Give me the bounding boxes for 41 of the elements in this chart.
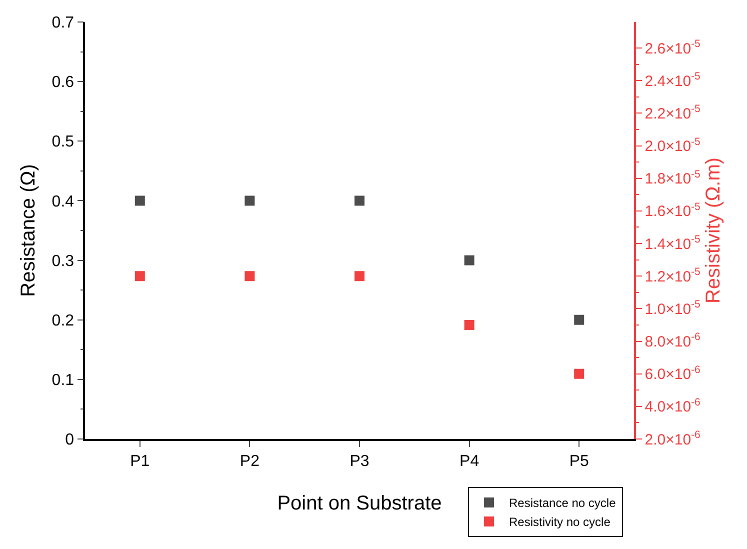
point	[574, 314, 584, 325]
x-axis-title: Point on Substrate	[277, 492, 442, 514]
legend-label: Resistivity no cycle	[509, 515, 611, 530]
y2-tick-label: 2.4×10$^{-5}$	[644, 70, 701, 90]
x-tick-label: P5	[569, 452, 589, 470]
x-tick-label: P4	[460, 452, 480, 470]
y-tick-label: 0.2	[52, 312, 74, 330]
y2-tick-label: 1.8×10$^{-5}$	[644, 168, 701, 188]
y2-tick-label: 2.6×10$^{-5}$	[644, 38, 701, 58]
point	[134, 196, 145, 206]
y-tick-label: 0.7	[52, 14, 74, 32]
y-tick-label: 0.3	[52, 252, 74, 270]
y-tick-label: 0.4	[52, 193, 74, 210]
point	[574, 368, 584, 379]
y-tick-label: 0.5	[52, 134, 74, 151]
x-tick-label: P2	[240, 452, 260, 470]
y2-tick-label: 1.2×10$^{-5}$	[644, 266, 701, 286]
y-tick-label: 0.1	[52, 372, 74, 390]
point	[354, 271, 364, 282]
y2-tick-label: 2.0×10$^{-5}$	[644, 136, 701, 156]
point	[464, 255, 474, 266]
point	[134, 271, 145, 282]
y2-tick-label: 1.0×10$^{-5}$	[644, 298, 701, 318]
y2-tick-label: 2.2×10$^{-5}$	[644, 103, 701, 122]
point	[244, 271, 255, 282]
point	[354, 196, 364, 206]
x-tick-label: P1	[130, 452, 150, 470]
legend-label: Resistance no cycle	[509, 496, 616, 510]
y2-axis-title: Resistivity (Ω.m)	[702, 157, 725, 304]
x-tick-label: P3	[350, 452, 370, 470]
y2-tick-label: 6.0×10$^{-6}$	[644, 364, 701, 384]
y2-tick-label: 1.4×10$^{-5}$	[644, 233, 701, 253]
y-tick-label: 0.6	[52, 74, 74, 92]
y2-tick-label: 4.0×10$^{-6}$	[644, 396, 701, 416]
y-tick-label: 0	[65, 432, 74, 449]
y-axis-title: Resistance (Ω)	[18, 164, 40, 297]
point	[464, 320, 474, 330]
y2-tick-label: 1.6×10$^{-5}$	[644, 200, 701, 220]
point	[244, 196, 255, 206]
y2-tick-label: 2.0×10$^{-6}$	[644, 428, 701, 448]
y2-tick-label: 8.0×10$^{-6}$	[644, 331, 701, 351]
